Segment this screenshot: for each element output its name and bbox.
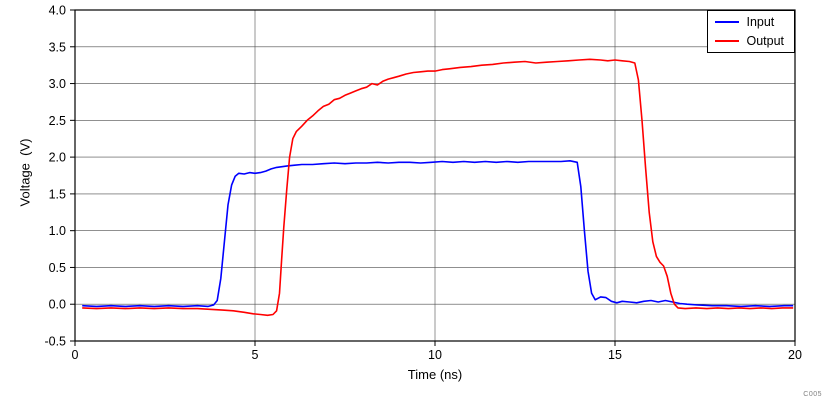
legend: Input Output — [707, 10, 795, 53]
y-tick-label: 3.5 — [49, 40, 66, 54]
output-line-swatch — [715, 40, 740, 42]
legend-item-output: Output — [715, 34, 784, 48]
legend-label-input: Input — [746, 15, 775, 29]
y-tick-label: 1.5 — [49, 187, 66, 201]
watermark: C005 — [803, 391, 822, 398]
series-line-input — [82, 160, 794, 308]
series-line-output — [82, 58, 794, 317]
x-tick-label: 0 — [72, 348, 79, 362]
input-line-swatch — [715, 21, 740, 23]
y-axis-label: Voltage (V) — [17, 138, 33, 207]
x-axis-label: Time (ns) — [407, 367, 463, 382]
y-tick-label: 0.5 — [49, 261, 66, 275]
legend-label-output: Output — [746, 34, 784, 48]
y-tick-label: 2.0 — [49, 151, 66, 165]
y-tick-label: 3.0 — [49, 77, 66, 91]
y-tick-label: 4.0 — [49, 4, 66, 18]
x-tick-label: 15 — [608, 348, 622, 362]
y-tick-label: -0.5 — [44, 335, 66, 349]
legend-item-input: Input — [715, 15, 784, 29]
x-tick-label: 20 — [788, 348, 802, 362]
y-tick-label: 2.5 — [49, 114, 66, 128]
y-tick-label: 0.0 — [49, 298, 66, 312]
y-tick-label: 1.0 — [49, 224, 66, 238]
x-tick-label: 10 — [428, 348, 442, 362]
x-tick-label: 5 — [252, 348, 259, 362]
